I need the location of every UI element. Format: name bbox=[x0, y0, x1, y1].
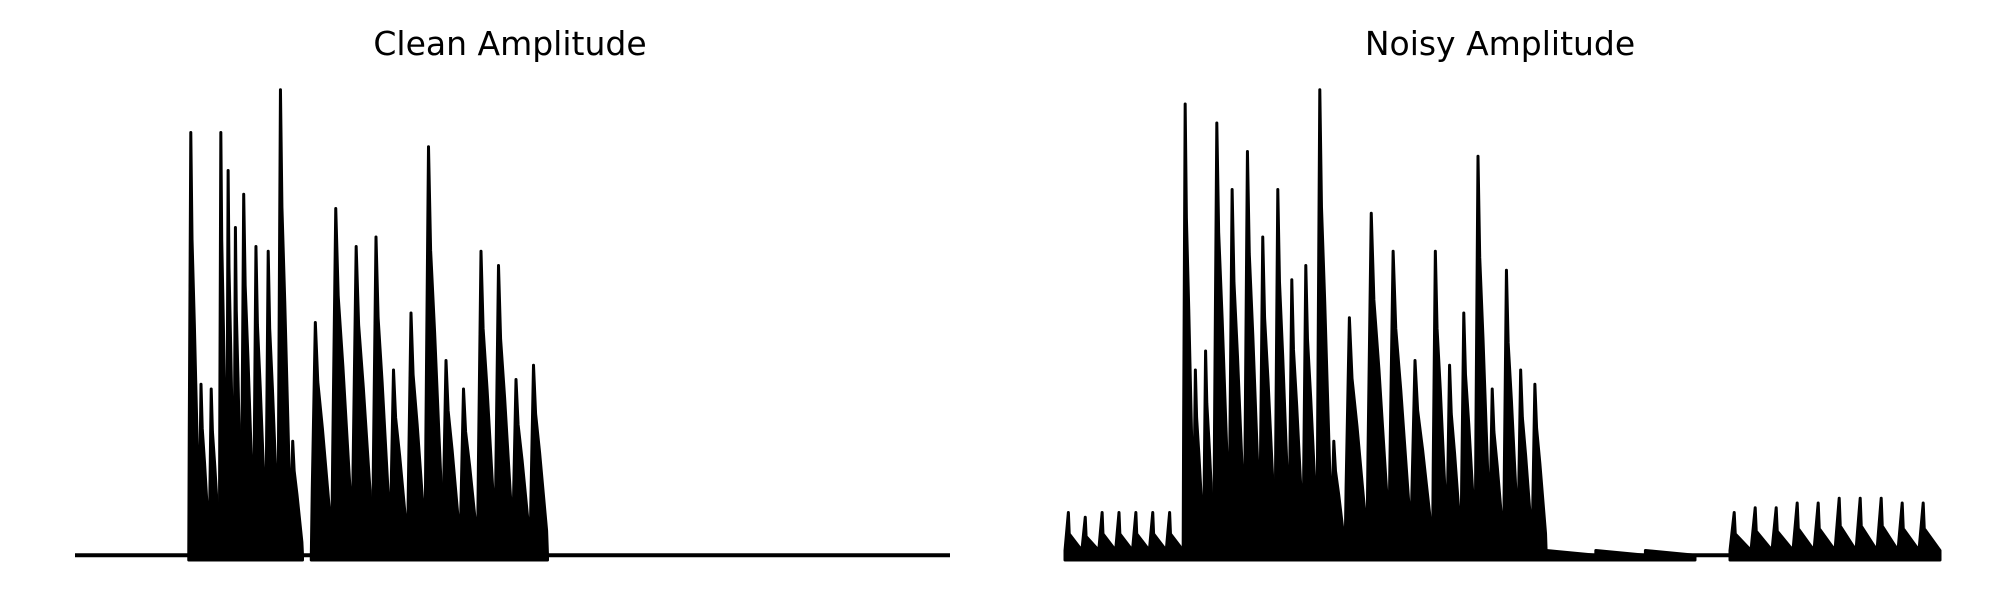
amplitude-segment bbox=[1343, 211, 1434, 562]
amplitude-segment bbox=[217, 131, 243, 562]
amplitude-segment bbox=[441, 249, 549, 562]
amplitude-segment bbox=[239, 88, 304, 562]
amplitude-segment bbox=[1544, 549, 1697, 562]
amplitude-segment bbox=[1728, 496, 1942, 562]
chart-title: Noisy Amplitude bbox=[1364, 24, 1636, 63]
amplitude-segment bbox=[1431, 154, 1548, 562]
clean-amplitude-plot bbox=[75, 88, 950, 562]
noisy-amplitude-plot bbox=[1063, 88, 1942, 562]
amplitude-segment bbox=[371, 145, 444, 562]
noisy-amplitude-panel: Noisy Amplitude bbox=[1050, 0, 1950, 600]
amplitude-segment bbox=[187, 131, 221, 562]
amplitude-segment bbox=[1212, 121, 1277, 562]
amplitude-segment bbox=[1063, 511, 1185, 562]
clean-amplitude-panel: Clean Amplitude bbox=[60, 0, 960, 600]
amplitude-segment bbox=[1273, 88, 1347, 562]
amplitude-segment bbox=[309, 207, 374, 562]
chart-title: Clean Amplitude bbox=[373, 24, 647, 63]
amplitude-segment bbox=[1181, 102, 1216, 562]
